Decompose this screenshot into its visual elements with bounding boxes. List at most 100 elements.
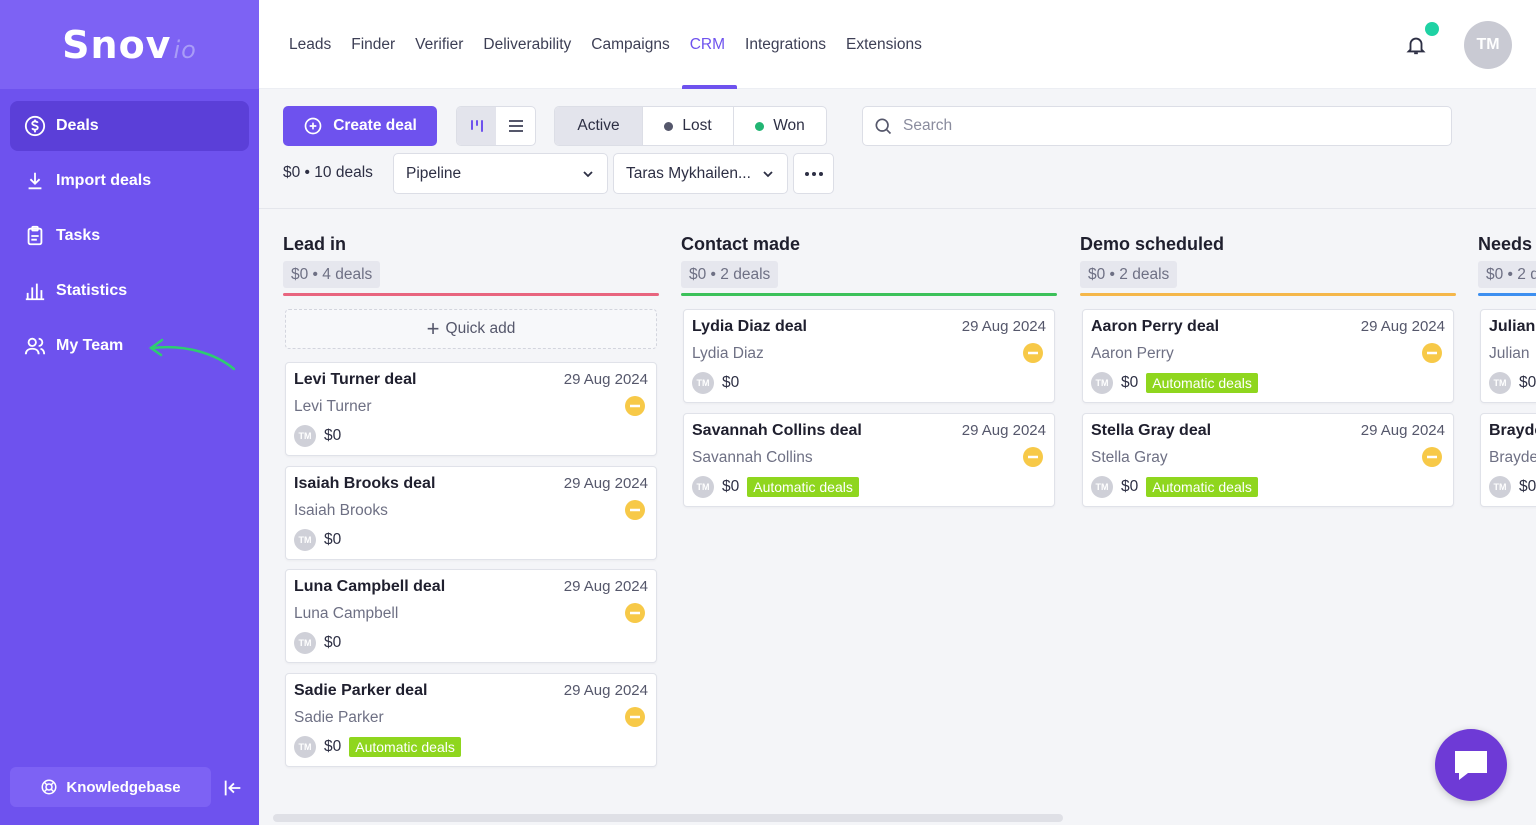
topnav-deliverability[interactable]: Deliverability	[483, 35, 572, 53]
status-active-label: Active	[577, 117, 620, 134]
deal-card[interactable]: Sadie Parker deal 29 Aug 2024 Sadie Park…	[285, 673, 657, 767]
deal-date: 29 Aug 2024	[563, 578, 648, 595]
deal-date: 29 Aug 2024	[563, 682, 648, 699]
deal-date: 29 Aug 2024	[961, 318, 1046, 335]
owner-avatar: TM	[294, 529, 316, 551]
chat-widget-button[interactable]	[1435, 729, 1507, 801]
lost-dot	[664, 121, 674, 131]
topnav-campaigns[interactable]: Campaigns	[591, 35, 670, 53]
stage-color-bar	[283, 293, 659, 296]
deal-card[interactable]: Stella Gray deal 29 Aug 2024 Stella Gray…	[1082, 413, 1454, 507]
topnav-extensions[interactable]: Extensions	[846, 35, 922, 53]
stage-summary: $0 • 4 deals	[283, 261, 381, 288]
deal-name: Levi Turner deal	[294, 371, 417, 388]
deal-card[interactable]: Isaiah Brooks deal 29 Aug 2024 Isaiah Br…	[285, 466, 657, 560]
deal-name: Luna Campbell deal	[294, 578, 446, 595]
sidebar-item-label: Tasks	[56, 227, 101, 244]
pipeline-value: Pipeline	[406, 164, 462, 182]
priority-icon[interactable]	[1022, 446, 1044, 468]
stage-title: Needs	[1478, 234, 1533, 254]
priority-icon[interactable]	[1421, 342, 1443, 364]
bell-icon[interactable]	[1405, 33, 1427, 57]
create-deal-button[interactable]: Create deal	[283, 106, 437, 146]
stage-title: Lead in	[283, 234, 347, 254]
deal-card[interactable]: Luna Campbell deal 29 Aug 2024 Luna Camp…	[285, 569, 657, 663]
deal-footer: TM $0	[294, 425, 341, 447]
deal-contact: Levi Turner	[294, 398, 372, 415]
deal-value: $0	[324, 634, 342, 651]
horizontal-scrollbar[interactable]	[273, 814, 1063, 822]
owner-avatar: TM	[1489, 476, 1511, 498]
search-input[interactable]	[903, 117, 1403, 135]
status-lost-tab[interactable]: Lost	[643, 107, 734, 145]
deal-card[interactable]: Aaron Perry deal 29 Aug 2024 Aaron Perry…	[1082, 309, 1454, 403]
pointer-arrow-icon	[148, 338, 236, 371]
avatar[interactable]: TM	[1464, 21, 1512, 69]
deals-summary: $0 • 10 deals	[283, 164, 373, 181]
knowledgebase-button[interactable]: Knowledgebase	[10, 767, 211, 807]
priority-icon[interactable]	[624, 395, 646, 417]
plus-icon: +	[426, 316, 440, 341]
kanban-icon	[470, 120, 483, 132]
priority-icon[interactable]	[1421, 446, 1443, 468]
collapse-sidebar-icon[interactable]	[222, 777, 244, 799]
deal-footer: TM $0 Automatic deals	[692, 476, 859, 498]
pipeline-select[interactable]: Pipeline	[393, 153, 608, 194]
priority-icon[interactable]	[1022, 342, 1044, 364]
priority-icon[interactable]	[624, 706, 646, 728]
status-filter: Active Lost Won	[554, 106, 827, 146]
owner-select[interactable]: Taras Mykhailen...	[613, 153, 788, 194]
sidebar-item-label: Import deals	[56, 172, 152, 189]
topnav-integrations[interactable]: Integrations	[745, 35, 827, 53]
deal-name: Stella Gray deal	[1091, 422, 1212, 439]
deal-value: $0	[1519, 374, 1536, 391]
owner-avatar: TM	[1091, 476, 1113, 498]
quick-add-button[interactable]: + Quick add	[285, 309, 657, 349]
sidebar-item-tasks[interactable]: Tasks	[10, 211, 249, 261]
search-box	[862, 106, 1452, 146]
owner-avatar: TM	[1489, 372, 1511, 394]
sidebar: Snovio Deals Import deals Tasks Statisti…	[0, 0, 259, 825]
deal-name: Julian	[1489, 318, 1536, 335]
view-toggle	[456, 106, 536, 146]
sidebar-item-label: Statistics	[56, 282, 128, 299]
logo-area: Snovio	[0, 0, 259, 89]
topnav-finder[interactable]: Finder	[351, 35, 396, 53]
status-lost-label: Lost	[682, 117, 712, 134]
status-active-tab[interactable]: Active	[555, 107, 643, 145]
stage-summary: $0 • 2 deals	[681, 261, 779, 288]
download-icon	[28, 172, 42, 190]
deal-card[interactable]: Brayde Brayde TM $0	[1480, 413, 1536, 507]
list-view-button[interactable]	[496, 107, 535, 145]
more-options-button[interactable]	[793, 153, 834, 194]
status-won-tab[interactable]: Won	[734, 107, 826, 145]
won-dot	[755, 121, 765, 131]
deal-value: $0	[722, 478, 740, 495]
priority-icon[interactable]	[624, 499, 646, 521]
sidebar-item-import-deals[interactable]: Import deals	[10, 156, 249, 206]
sidebar-item-my-team[interactable]: My Team	[10, 321, 249, 371]
deal-card[interactable]: Julian Julian TM $0	[1480, 309, 1536, 403]
search-icon	[875, 118, 892, 135]
sidebar-item-deals[interactable]: Deals	[10, 101, 249, 151]
deals-toolbar: Create deal Active Lost Won $0 • 10 deal…	[259, 90, 1536, 209]
deal-value: $0	[1519, 478, 1536, 495]
board-view-button[interactable]	[457, 107, 496, 145]
priority-icon[interactable]	[624, 602, 646, 624]
deal-card[interactable]: Lydia Diaz deal 29 Aug 2024 Lydia Diaz T…	[683, 309, 1055, 403]
deal-footer: TM $0	[294, 529, 341, 551]
deal-card[interactable]: Savannah Collins deal 29 Aug 2024 Savann…	[683, 413, 1055, 507]
automatic-deals-tag: Automatic deals	[349, 737, 461, 757]
logo[interactable]: Snovio	[62, 23, 197, 67]
plus-circle-icon	[304, 117, 322, 135]
deal-footer: TM $0	[692, 372, 739, 394]
sidebar-nav: Deals Import deals Tasks Statistics My T…	[0, 89, 259, 371]
sidebar-item-statistics[interactable]: Statistics	[10, 266, 249, 316]
notification-dot	[1425, 22, 1439, 36]
topnav-verifier[interactable]: Verifier	[415, 35, 464, 53]
topnav-crm[interactable]: CRM	[681, 0, 738, 89]
topnav-leads[interactable]: Leads	[289, 35, 332, 53]
logo-text: Snov	[62, 22, 172, 67]
team-icon	[24, 337, 46, 355]
deal-card[interactable]: Levi Turner deal 29 Aug 2024 Levi Turner…	[285, 362, 657, 456]
